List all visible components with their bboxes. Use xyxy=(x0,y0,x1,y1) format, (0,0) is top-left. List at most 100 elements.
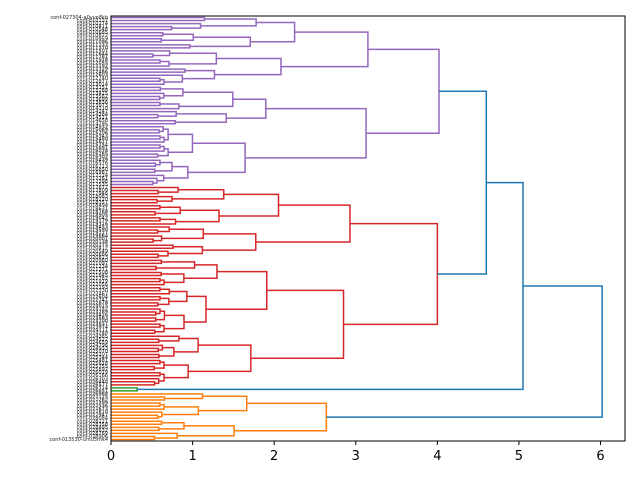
leaf-label: conf-014795 xyxy=(77,121,108,127)
dendrogram-link xyxy=(164,364,189,379)
leaf-label: conf-023289 xyxy=(77,309,108,315)
dendrogram-link xyxy=(111,432,178,439)
dendrogram-link xyxy=(111,277,161,283)
dendrogram-link xyxy=(187,142,246,174)
dendrogram-link xyxy=(188,344,252,373)
leaf-label: conf-025207 xyxy=(77,352,108,358)
leaf-label: conf-018220 xyxy=(77,197,108,203)
leaf-label: conf-018768 xyxy=(77,209,108,215)
dendrogram-link xyxy=(111,329,156,334)
dendrogram-link xyxy=(161,406,200,416)
leaf-label: conf-016028 xyxy=(77,149,108,155)
dendrogram-link xyxy=(111,371,161,377)
leaf-label: conf-010959 xyxy=(77,36,108,42)
dendrogram-link xyxy=(178,91,234,108)
dendrogram-link xyxy=(326,285,603,418)
dendrogram-link xyxy=(111,50,171,57)
dendrogram-link xyxy=(111,403,165,410)
dendrogram-link xyxy=(164,314,185,330)
dendrogram-link xyxy=(111,153,159,158)
dendrogram-link xyxy=(111,129,160,134)
leaf-labels: conf-027304-a0yve8kbconf-010137conf-0102… xyxy=(50,15,109,443)
dendrogram-link xyxy=(198,395,248,412)
leaf-label: conf-019042 xyxy=(77,215,108,221)
dendrogram-link xyxy=(111,378,160,385)
leaf-label: conf-016165 xyxy=(77,152,108,158)
dendrogram-link xyxy=(111,253,159,259)
leaf-label: conf-028358 xyxy=(77,422,108,428)
dendrogram-link xyxy=(168,290,188,303)
leaf-label: conf-025344 xyxy=(77,355,108,361)
dendrogram-link xyxy=(158,346,175,357)
leaf-label: conf-028084 xyxy=(77,416,108,422)
leaf-label: conf-019316 xyxy=(77,221,108,227)
leaf-label: conf-025618 xyxy=(77,361,108,367)
dendrogram-link xyxy=(111,189,159,195)
leaf-label: conf-015617 xyxy=(77,139,108,145)
dendrogram-link xyxy=(169,52,218,65)
dendrogram-link xyxy=(111,59,161,64)
leaf-label: conf-018494 xyxy=(77,203,108,209)
leaf-label: conf-028632 xyxy=(77,428,108,434)
leaf-label: conf-022741 xyxy=(77,297,108,303)
leaf-label: conf-013562 xyxy=(77,94,108,100)
leaf-label: conf-026303 xyxy=(77,376,108,382)
x-tick-label: 1 xyxy=(188,449,196,464)
dendrogram-link xyxy=(111,86,162,92)
dendrogram-link xyxy=(202,233,257,251)
dendrogram-link xyxy=(111,136,165,143)
x-tick-label: 2 xyxy=(270,449,278,464)
dendrogram-link xyxy=(157,148,169,157)
dendrogram-link xyxy=(111,204,161,210)
leaf-label: conf-026851 xyxy=(77,388,108,394)
dendrogram-link xyxy=(111,426,160,432)
dendrogram-link xyxy=(111,198,158,204)
leaf-label: conf-021234 xyxy=(77,264,108,270)
x-tick-label: 5 xyxy=(515,449,523,464)
leaf-label: conf-017535 xyxy=(77,182,108,188)
leaf-label: conf-022878 xyxy=(77,300,108,306)
dendrogram-link xyxy=(111,353,160,359)
x-axis: 0 1 2 3 4 5 6 xyxy=(107,441,605,464)
dendrogram-link xyxy=(111,435,156,441)
dendrogram-link xyxy=(111,162,157,168)
dendrogram-link xyxy=(111,95,161,101)
leaf-label: conf-011644 xyxy=(77,51,108,57)
leaf-label: conf-022330 xyxy=(77,288,108,294)
dendrogram-link xyxy=(111,110,177,117)
leaf-label: conf-023563 xyxy=(77,316,108,322)
leaf-label: conf-027399 xyxy=(77,401,108,407)
dendrogram-link xyxy=(111,365,155,371)
leaf-label: conf-021097 xyxy=(77,261,108,267)
dendrogram-link xyxy=(111,250,169,257)
leaf-label: conf-025892 xyxy=(77,367,108,373)
leaf-label: conf-017398 xyxy=(77,179,108,185)
leaf-label: conf-024385 xyxy=(77,334,108,340)
leaf-label: conf-023700 xyxy=(77,319,108,325)
leaf-label: conf-023426 xyxy=(77,313,108,319)
leaf-label: conf-027947 xyxy=(77,413,108,419)
leaf-label: conf-026166 xyxy=(77,373,108,379)
leaf-label: conf-016439 xyxy=(77,158,108,164)
dendrogram-link xyxy=(111,396,166,401)
leaf-label: conf-020686 xyxy=(77,252,108,258)
leaf-label: conf-017672 xyxy=(77,185,108,191)
dendrogram-link xyxy=(154,161,173,172)
leaf-label: conf-027810 xyxy=(77,410,108,416)
dendrogram-link xyxy=(111,31,164,37)
dendrogram-link xyxy=(111,335,180,342)
leaf-label: conf-015754 xyxy=(77,143,108,149)
dendrogram-link xyxy=(111,79,165,86)
leaf-label: conf-012603 xyxy=(77,73,108,79)
dendrogram-link xyxy=(111,103,180,110)
leaf-label: conf-011233 xyxy=(77,42,108,48)
leaf-label: conf-013151 xyxy=(77,85,108,91)
dendrogram-link xyxy=(205,270,268,310)
leaf-label: conf-010822 xyxy=(77,33,108,39)
dendrogram-link xyxy=(111,218,177,225)
leaf-label: conf-019179 xyxy=(77,218,108,224)
dendrogram-link xyxy=(111,113,159,119)
leaf-label: conf-014384 xyxy=(77,112,108,118)
leaf-label: conf-019590 xyxy=(77,228,108,234)
